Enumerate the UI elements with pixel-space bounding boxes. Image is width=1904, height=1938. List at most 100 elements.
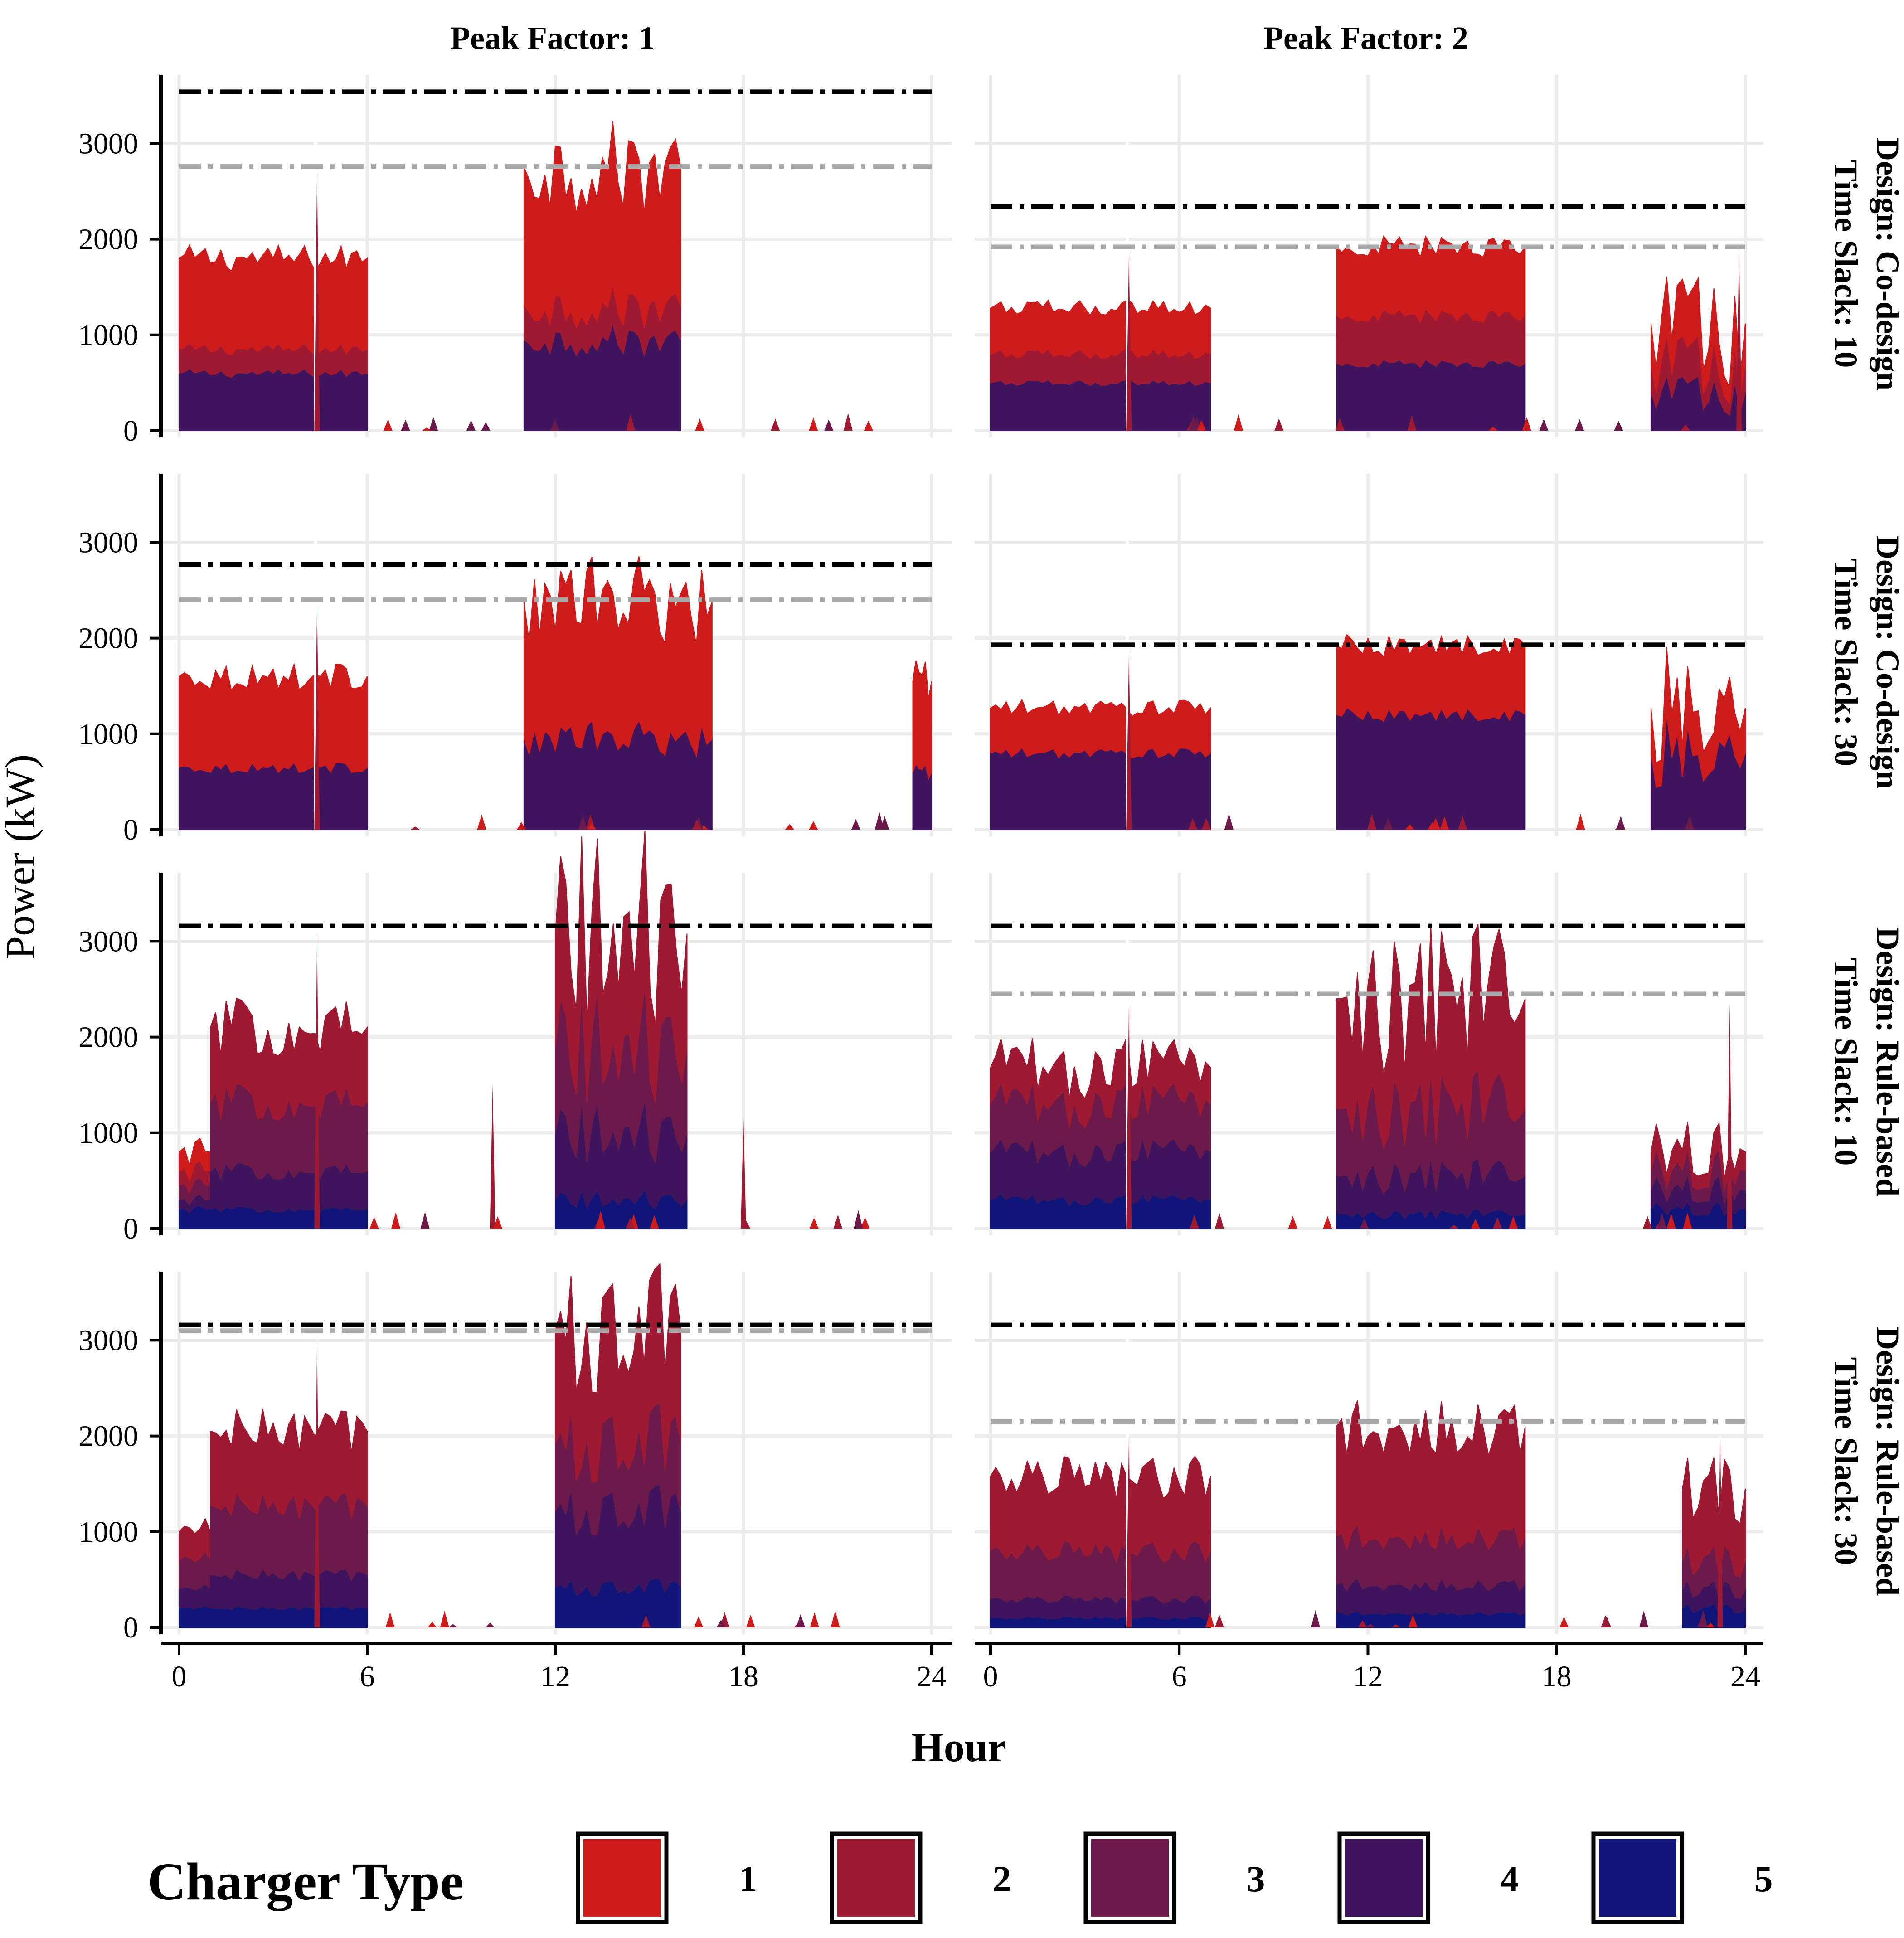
blip <box>1643 1216 1652 1229</box>
spike <box>314 602 320 830</box>
blip <box>1576 814 1585 830</box>
y-tick-label: 1000 <box>78 319 138 352</box>
row-strip-4-design: Design: Rule-based <box>1870 1326 1904 1596</box>
blip <box>1188 818 1198 830</box>
blip <box>1616 816 1626 830</box>
x-tick-label: 6 <box>360 1660 375 1693</box>
blip <box>517 821 526 830</box>
blip <box>1214 1614 1224 1627</box>
area-charger-4 <box>179 762 368 830</box>
spike <box>490 1085 495 1229</box>
blip <box>1205 1612 1214 1627</box>
legend-label-1: 1 <box>739 1858 758 1899</box>
area-gap <box>314 475 317 830</box>
blip <box>422 427 432 431</box>
y-tick-label: 3000 <box>78 127 138 160</box>
area-charger-2 <box>990 1037 1211 1129</box>
blip <box>429 417 438 431</box>
blip <box>466 420 476 431</box>
blip <box>596 1210 605 1229</box>
blip <box>1449 1225 1459 1229</box>
row-strip-1: Design: Co-design Time Slack: 10 <box>1828 137 1904 390</box>
row-strip-2: Design: Co-design Time Slack: 30 <box>1828 536 1904 789</box>
blip <box>843 413 853 431</box>
blip <box>1639 1610 1649 1627</box>
area-charger-1 <box>523 556 713 758</box>
row-strip-3-slack: Time Slack: 10 <box>1828 958 1864 1166</box>
blip <box>1360 1218 1369 1229</box>
blip <box>809 417 818 431</box>
area-charger-5 <box>210 1605 368 1628</box>
y-tick-label: 0 <box>123 1611 138 1644</box>
row-strip-1-slack: Time Slack: 10 <box>1828 160 1864 368</box>
x-tick-label: 24 <box>917 1660 947 1693</box>
legend-title: Charger Type <box>147 1852 464 1911</box>
column-strip-peak-factor-1: Peak Factor: 1 <box>450 20 655 56</box>
blip <box>1488 427 1498 431</box>
blip <box>1509 1216 1518 1229</box>
y-tick-label: 1000 <box>78 718 138 751</box>
blip <box>626 413 636 431</box>
blip <box>493 1216 502 1229</box>
blip <box>1657 1213 1667 1229</box>
y-tick-label: 3000 <box>78 526 138 559</box>
legend-label-5: 5 <box>1754 1858 1773 1899</box>
x-tick-label: 24 <box>1730 1660 1760 1693</box>
spike <box>314 1335 320 1627</box>
blip <box>1458 816 1467 830</box>
blip <box>796 1614 806 1627</box>
blip <box>1685 816 1694 830</box>
x-tick-label: 6 <box>1172 1660 1187 1693</box>
blip <box>1539 419 1549 431</box>
area-charger-1 <box>912 660 932 781</box>
area-charger-1 <box>990 299 1211 359</box>
x-tick-label: 0 <box>983 1660 998 1693</box>
y-tick-label: 1000 <box>78 1117 138 1150</box>
blip <box>771 418 780 431</box>
row-strip-1-design: Design: Co-design <box>1870 137 1904 390</box>
legend-label-4: 4 <box>1501 1858 1519 1899</box>
area-charger-1 <box>179 662 368 774</box>
area-charger-5 <box>210 1206 368 1229</box>
y-tick-label: 0 <box>123 813 138 846</box>
panel-r4-c1 <box>161 1263 952 1634</box>
frame-layer: 0 1000 2000 3000 0 1000 2000 3000 0 1000 2000 3000 0… <box>78 75 1763 1693</box>
blip <box>1234 414 1243 431</box>
y-axis-title: Power (kW) <box>0 754 43 959</box>
y-tick-label: 0 <box>123 414 138 447</box>
area-charger-2 <box>1650 1122 1746 1191</box>
area-charger-4 <box>990 379 1211 431</box>
blip <box>1407 415 1417 431</box>
spike <box>1736 244 1742 431</box>
legend-swatch-4 <box>1345 1839 1423 1917</box>
blip <box>1559 1616 1569 1627</box>
blip <box>1190 1214 1199 1229</box>
y-tick-label: 2000 <box>78 223 138 256</box>
row-strip-2-design: Design: Co-design <box>1870 536 1904 789</box>
row-strip-4: Design: Rule-based Time Slack: 30 <box>1828 1326 1904 1596</box>
spike <box>314 932 320 1229</box>
area-charger-2 <box>210 1409 368 1519</box>
blip <box>486 1622 495 1627</box>
blip <box>1384 817 1393 830</box>
legend-label-2: 2 <box>993 1858 1011 1899</box>
blip <box>1614 421 1623 431</box>
panel-r3-c1 <box>161 831 952 1235</box>
x-tick-label: 18 <box>1542 1660 1572 1693</box>
area-gap <box>1126 475 1129 830</box>
panel-r2-c1 <box>161 474 952 836</box>
blip <box>692 820 701 830</box>
blip <box>746 1615 755 1627</box>
area-charger-5 <box>990 1194 1211 1229</box>
blip <box>833 1214 843 1229</box>
row-strip-3-design: Design: Rule-based <box>1870 927 1904 1196</box>
blip <box>427 1622 437 1627</box>
y-tick-label: 2000 <box>78 1420 138 1453</box>
blip <box>1274 418 1284 431</box>
blip <box>1224 813 1234 830</box>
spike <box>1126 1431 1132 1627</box>
blip <box>448 1624 458 1627</box>
row-strip-4-slack: Time Slack: 30 <box>1828 1357 1864 1565</box>
blip <box>1335 418 1345 431</box>
blip <box>1706 1623 1715 1627</box>
